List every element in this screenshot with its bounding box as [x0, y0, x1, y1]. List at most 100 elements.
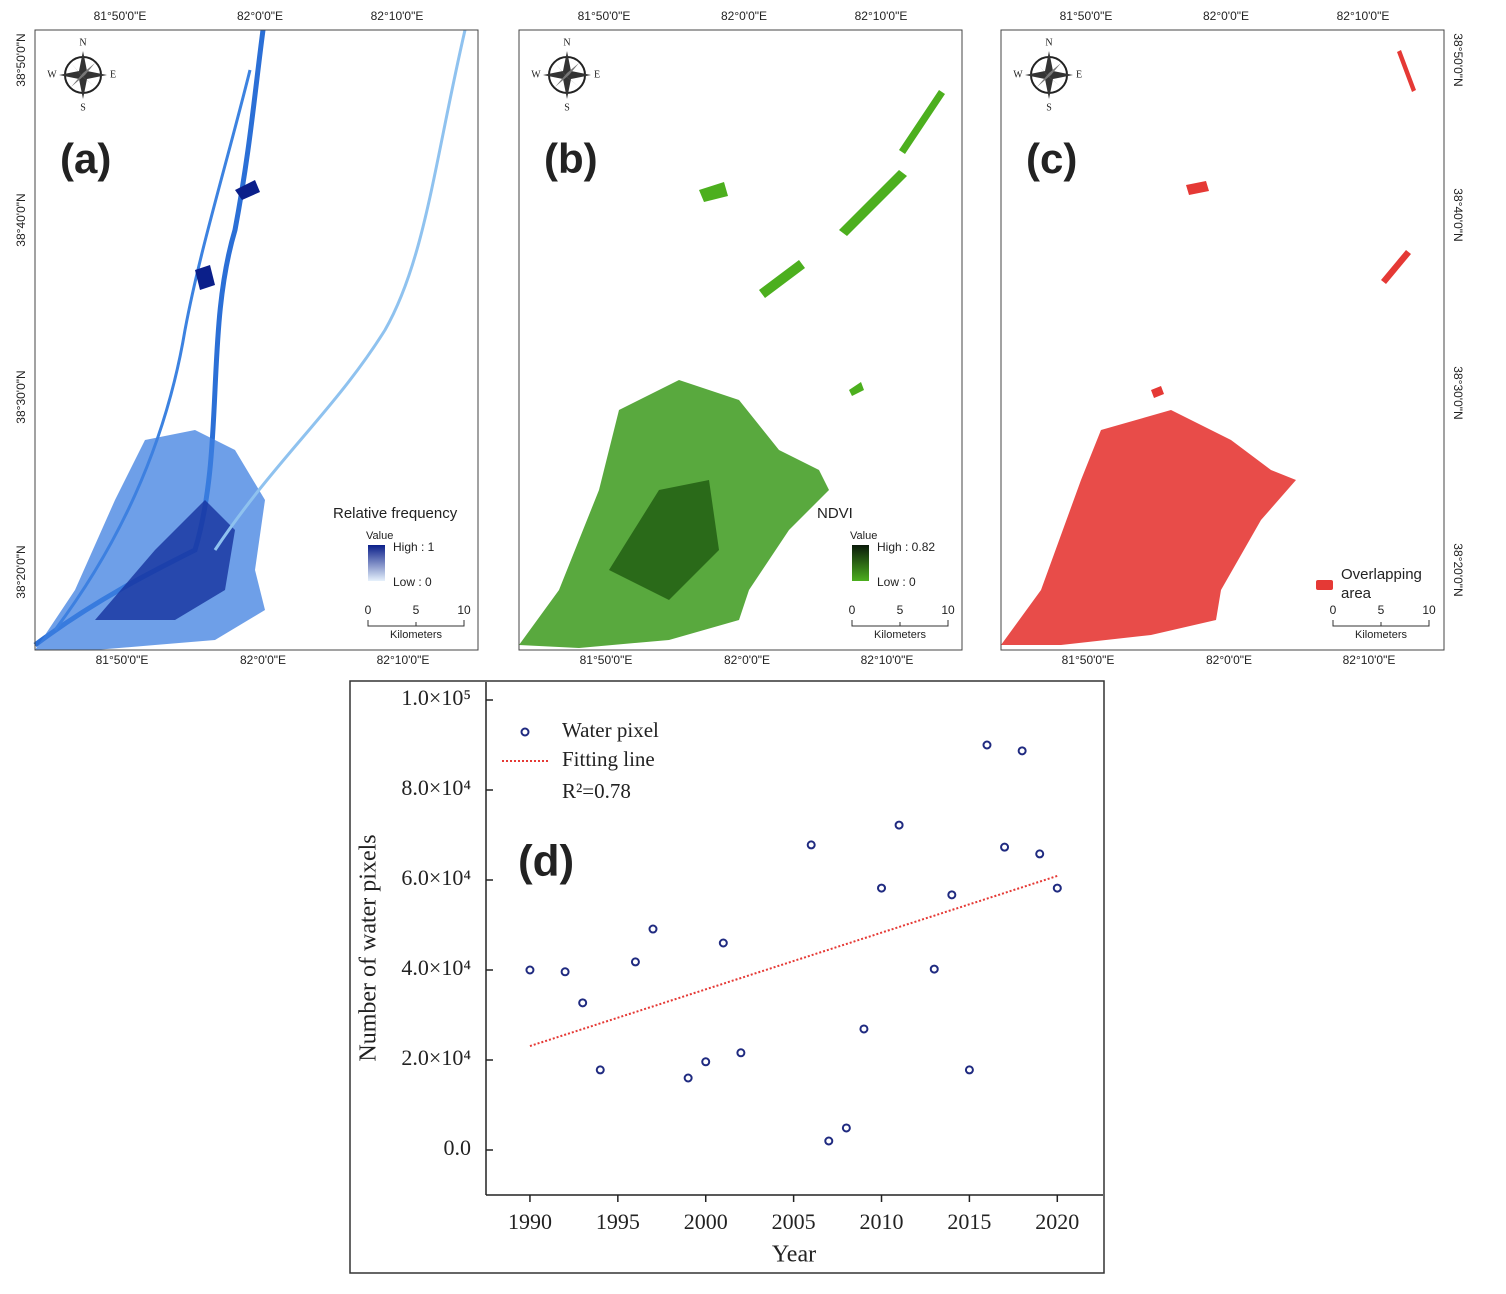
legend-low: Low : 0 — [877, 575, 916, 589]
x-tick-label: 2020 — [1035, 1209, 1079, 1234]
point — [964, 1065, 974, 1075]
point — [648, 924, 658, 934]
legend-high: High : 0.82 — [877, 540, 935, 554]
point — [683, 1073, 693, 1083]
point — [701, 1057, 711, 1067]
point — [718, 938, 728, 948]
scale-tick: 10 — [1422, 603, 1436, 617]
compass-letter: N — [563, 37, 570, 48]
compass-letter: W — [47, 69, 57, 80]
y-tick-label: 4.0×10⁴ — [401, 955, 471, 980]
scale-unit: Kilometers — [874, 629, 926, 641]
y-tick-label: 0.0 — [444, 1135, 472, 1160]
longitude-label: 81°50'0"E — [1062, 653, 1115, 667]
compass-letter: S — [1046, 102, 1052, 113]
longitude-label: 81°50'0"E — [578, 9, 631, 23]
scale-bar — [851, 620, 949, 627]
y-axis-label: Number of water pixels — [356, 834, 382, 1061]
scale-tick: 5 — [897, 603, 904, 617]
point — [859, 1024, 869, 1034]
compass — [542, 50, 592, 100]
latitude-label: 38°50'0"N — [14, 33, 28, 86]
legend-swatch — [1316, 580, 1333, 590]
legend-sub: Value — [366, 530, 393, 542]
latitude-label: 38°40'0"N — [1451, 188, 1465, 241]
y-tick-label: 6.0×10⁴ — [401, 865, 471, 890]
legend-ramp — [368, 545, 385, 581]
longitude-label: 82°0'0"E — [240, 653, 286, 667]
map-c-shapes — [1001, 50, 1416, 645]
latitude-label: 38°30'0"N — [1451, 366, 1465, 419]
latitude-label: 38°20'0"N — [14, 545, 28, 598]
point — [736, 1048, 746, 1058]
longitude-label: 81°50'0"E — [580, 653, 633, 667]
scale-tick: 10 — [941, 603, 955, 617]
compass-letter: S — [564, 102, 570, 113]
panel-label: (c) — [1026, 135, 1077, 182]
annotation: R²=0.78 — [562, 779, 631, 803]
legend-text: Overlapping — [1341, 566, 1422, 583]
compass-letter: N — [1045, 37, 1052, 48]
y-tick-label: 8.0×10⁴ — [401, 775, 471, 800]
x-tick-label: 2005 — [772, 1209, 816, 1234]
legend-high: High : 1 — [393, 540, 435, 554]
scale-tick: 10 — [457, 603, 471, 617]
point — [982, 740, 992, 750]
x-tick-label: 2010 — [860, 1209, 904, 1234]
map-a-shapes — [33, 29, 467, 650]
point — [1035, 849, 1045, 859]
compass-letter: N — [79, 37, 86, 48]
x-tick-label: 2015 — [947, 1209, 991, 1234]
panel-label: (a) — [60, 135, 111, 182]
point — [947, 890, 957, 900]
longitude-label: 82°10'0"E — [1343, 653, 1396, 667]
compass — [58, 50, 108, 100]
longitude-label: 82°10'0"E — [861, 653, 914, 667]
compass-letter: E — [594, 69, 600, 80]
latitude-label: 38°20'0"N — [1451, 543, 1465, 596]
x-tick-label: 1990 — [508, 1209, 552, 1234]
longitude-label: 82°10'0"E — [371, 9, 424, 23]
map-b-shapes — [519, 90, 945, 648]
point — [824, 1136, 834, 1146]
compass — [1024, 50, 1074, 100]
longitude-label: 81°50'0"E — [96, 653, 149, 667]
scale-tick: 0 — [365, 603, 372, 617]
compass-letter: W — [531, 69, 541, 80]
longitude-label: 82°0'0"E — [1206, 653, 1252, 667]
panel-label: (d) — [518, 837, 574, 886]
legend-title: Relative frequency — [333, 505, 458, 522]
fit-line — [529, 874, 1058, 1048]
latitude-label: 38°30'0"N — [14, 370, 28, 423]
point — [1052, 883, 1062, 893]
compass-letter: E — [1076, 69, 1082, 80]
point — [929, 964, 939, 974]
compass-letter: S — [80, 102, 86, 113]
longitude-label: 82°0'0"E — [721, 9, 767, 23]
point — [877, 883, 887, 893]
longitude-label: 82°0'0"E — [724, 653, 770, 667]
longitude-label: 81°50'0"E — [94, 9, 147, 23]
map-frame — [518, 29, 963, 651]
compass-letter: W — [1013, 69, 1023, 80]
legend-text: area — [1341, 585, 1372, 602]
longitude-label: 82°0'0"E — [237, 9, 283, 23]
legend-ramp — [852, 545, 869, 581]
legend-title: NDVI — [817, 505, 853, 522]
scale-bar — [1332, 620, 1430, 627]
point — [806, 840, 816, 850]
longitude-label: 81°50'0"E — [1060, 9, 1113, 23]
legend-low: Low : 0 — [393, 575, 432, 589]
legend-label: Water pixel — [562, 718, 659, 742]
scale-unit: Kilometers — [390, 629, 442, 641]
point — [595, 1065, 605, 1075]
longitude-label: 82°10'0"E — [377, 653, 430, 667]
scale-tick: 5 — [1378, 603, 1385, 617]
longitude-label: 82°10'0"E — [855, 9, 908, 23]
point — [525, 965, 535, 975]
legend-sub: Value — [850, 530, 877, 542]
point — [1000, 842, 1010, 852]
x-tick-label: 2000 — [684, 1209, 728, 1234]
scale-bar — [367, 620, 465, 627]
scale-unit: Kilometers — [1355, 629, 1407, 641]
